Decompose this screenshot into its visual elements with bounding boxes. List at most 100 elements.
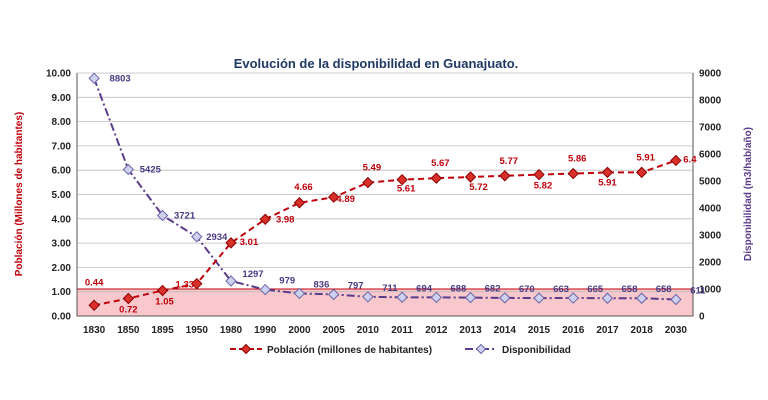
disponibilidad-data-label: 670	[519, 284, 535, 295]
x-tick-label: 1895	[151, 325, 174, 336]
legend: Población (millones de habitantes) Dispon…	[230, 343, 571, 356]
threshold-band	[76, 288, 694, 317]
y2-tick-label: 9000	[699, 69, 722, 80]
disponibilidad-data-label: 8803	[110, 73, 131, 84]
poblacion-point	[601, 166, 614, 179]
poblacion-point	[464, 171, 477, 183]
disponibilidad-point	[635, 292, 648, 304]
y2-tick-label: 0	[699, 312, 705, 323]
y2-tick-label: 8000	[699, 96, 722, 107]
poblacion-point	[293, 197, 306, 209]
poblacion-point	[533, 168, 545, 181]
y2-tick-label: 1000	[699, 285, 722, 296]
y-tick-label: 1.00	[52, 287, 72, 298]
disponibilidad-point	[156, 209, 169, 222]
x-tick-label: 2016	[562, 325, 585, 336]
axes	[76, 73, 694, 317]
disponibilidad-point	[88, 72, 100, 85]
disponibilidad-data-label: 711	[382, 283, 398, 294]
gridlines	[77, 72, 693, 293]
disponibilidad-data-label: 1297	[242, 269, 263, 280]
y-tick-label: 2.00	[52, 263, 72, 274]
disponibilidad-data-label: 797	[348, 280, 364, 291]
x-tick-label: 2017	[596, 325, 619, 336]
poblacion-data-label: 5.77	[500, 156, 519, 167]
disponibilidad-point	[430, 291, 443, 304]
x-tick-label: 2011	[391, 325, 413, 336]
poblacion-data-label: 4.66	[294, 182, 313, 193]
poblacion-point	[327, 191, 340, 203]
poblacion-data-label: 1.33	[176, 280, 195, 291]
poblacion-data-label: 5.61	[397, 184, 416, 195]
x-tick-label: 2013	[459, 325, 482, 336]
y-tick-label: 6.00	[52, 166, 72, 177]
x-tick-label: 1850	[117, 325, 140, 336]
data-labels: 0.44 0.72 1.051.33 3.01 3.98 4.66 4.89 5.49 5.61…	[85, 73, 706, 315]
disponibilidad-point	[601, 292, 614, 304]
y2-tick-label: 5000	[699, 177, 722, 188]
disponibilidad-data-label: 658	[656, 284, 672, 295]
right-axis-ticks: 0 1000 2000 3000 4000 5000 6000 7000 8000 9000	[699, 69, 722, 323]
disponibilidad-point	[567, 292, 579, 304]
disponibilidad-data-label: 3721	[174, 211, 196, 222]
y2-tick-label: 6000	[699, 150, 722, 161]
y2-tick-label: 3000	[699, 231, 722, 242]
poblacion-point	[122, 292, 135, 305]
disponibilidad-point	[464, 291, 477, 304]
poblacion-point	[156, 284, 169, 297]
poblacion-data-label: 5.91	[636, 152, 655, 163]
x-tick-label: 1980	[220, 325, 243, 336]
poblacion-data-label: 6.4	[683, 154, 697, 165]
y-tick-label: 3.00	[52, 239, 72, 250]
disponibilidad-point	[362, 291, 374, 303]
poblacion-point	[635, 166, 648, 179]
poblacion-data-label: 5.49	[363, 163, 382, 174]
poblacion-point	[499, 170, 511, 182]
x-axis-ticks: 1830 1850 1895 1950 1980 1990 2000 2005 2010 2011…	[83, 325, 687, 336]
disponibilidad-data-label: 979	[279, 276, 295, 287]
disponibilidad-point	[396, 291, 408, 303]
disponibilidad-point	[499, 292, 511, 304]
poblacion-data-label: 5.91	[598, 177, 617, 188]
poblacion-data-label: 5.67	[431, 158, 450, 169]
y2-tick-label: 7000	[699, 123, 722, 134]
poblacion-data-label: 5.82	[534, 181, 553, 192]
disponibilidad-point	[293, 287, 306, 300]
chart-title: Evolución de la disponibilidad en Guanaj…	[234, 56, 519, 71]
y2-axis-label: Disponibilidad (m3/hab/año)	[743, 127, 754, 261]
x-tick-label: 1830	[83, 325, 106, 336]
disponibilidad-data-label: 611	[690, 286, 706, 297]
y-tick-label: 8.00	[52, 117, 72, 128]
y-tick-label: 4.00	[52, 214, 72, 225]
poblacion-data-label: 1.05	[155, 296, 174, 307]
legend-label-disponibilidad: Disponibilidad	[502, 345, 571, 356]
poblacion-data-label: 3.98	[276, 214, 295, 225]
poblacion-data-label: 0.72	[119, 305, 138, 316]
legend-marker-poblacion	[240, 343, 252, 355]
poblacion-point	[670, 154, 682, 167]
disponibilidad-data-label: 682	[485, 284, 501, 295]
x-tick-label: 2012	[425, 325, 448, 336]
y2-tick-label: 2000	[699, 258, 722, 269]
disponibilidad-data-label: 665	[587, 284, 604, 295]
threshold-band-rect	[76, 288, 694, 317]
disponibilidad-point	[122, 163, 135, 176]
x-tick-label: 2030	[665, 325, 688, 336]
poblacion-point	[88, 299, 100, 312]
poblacion-point	[430, 172, 443, 184]
disponibilidad-point	[259, 283, 271, 296]
y-tick-label: 10.00	[46, 69, 71, 80]
poblacion-data-label: 4.89	[336, 194, 355, 205]
legend-label-poblacion: Población (millones de habitantes)	[267, 345, 432, 356]
poblacion-data-label: 0.44	[85, 277, 104, 288]
disponibilidad-point	[533, 292, 545, 304]
disponibilidad-point	[327, 288, 340, 301]
disponibilidad-data-label: 5425	[140, 165, 162, 176]
poblacion-point	[567, 167, 579, 180]
series	[88, 72, 682, 312]
y-axis-label: Población (Millones de habitantes)	[14, 112, 25, 276]
disponibilidad-data-label: 658	[622, 284, 638, 295]
legend-marker-disponibilidad	[475, 343, 487, 355]
poblacion-data-label: 3.01	[240, 237, 259, 248]
